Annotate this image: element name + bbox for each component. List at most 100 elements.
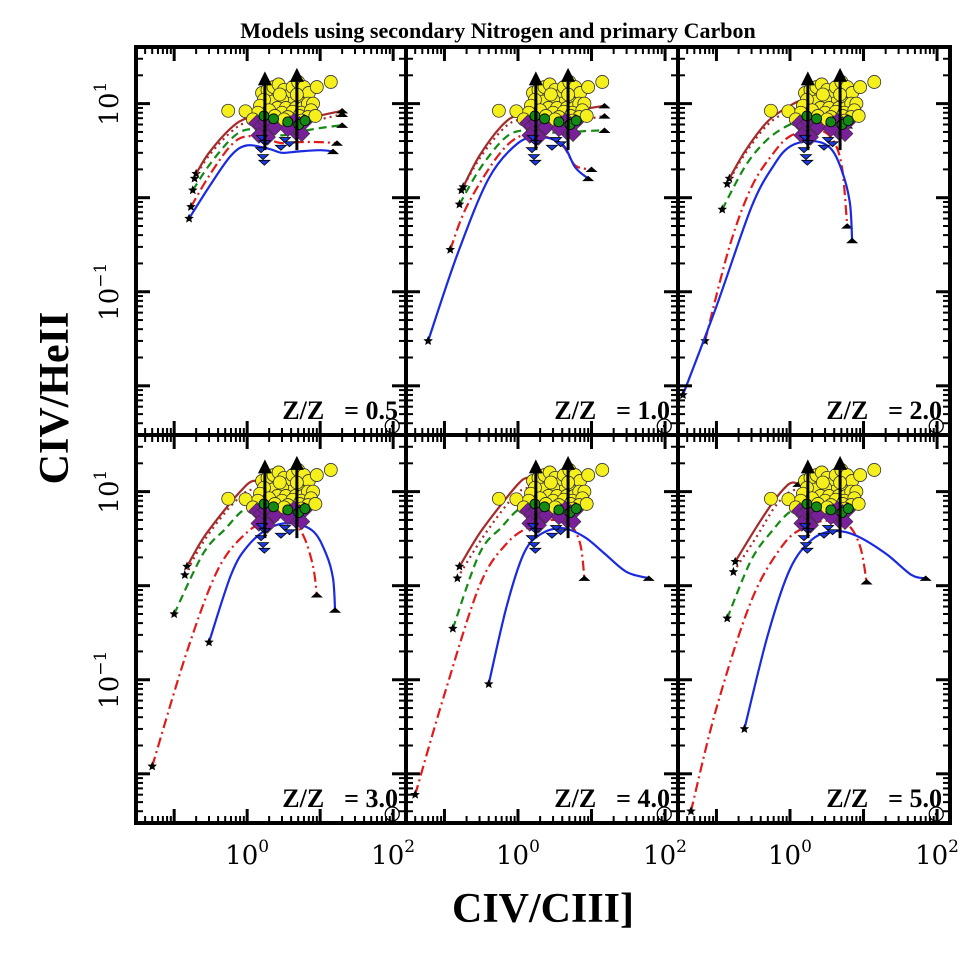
series-blue-end-triangle [919,575,932,581]
panel-frame [676,433,952,825]
series-green-start-star [169,609,179,619]
obs-yellow-circle [309,468,324,482]
panel-label-value: = 1.0 [616,396,670,425]
obs-arrow-head [257,71,272,86]
obs-blue-triangle [274,144,288,151]
y-tick-base: 10 [95,480,125,513]
series-brown-dot-start-star [728,566,739,576]
obs-yellow-circle [581,80,596,94]
y-tick-label: 101 [91,82,125,126]
obs-blue-triangle [800,547,814,554]
obs-green-circle [299,115,311,127]
series-brown-end-triangle [598,102,611,109]
obs-yellow-circle [853,80,868,94]
obs-yellow-circle [272,87,287,102]
series-blue-end-triangle [846,237,859,244]
x-tick-label: 102 [643,837,687,871]
obs-green-circle [268,113,279,125]
series-green-end-triangle [598,127,611,133]
panel-label: Z/Z = 0.5 [282,396,398,425]
x-tick-exp: 0 [801,837,812,857]
series-red-start-star [686,806,696,816]
obs-blue-triangle [278,525,292,532]
series-red-line [449,133,592,251]
panel-label-value: = 3.0 [344,784,398,813]
obs-blue-triangle [821,137,835,144]
obs-yellow-circle [867,463,882,477]
series-brown-dot-end-triangle [336,111,349,117]
obs-blue-triangle [799,154,813,161]
series-blue-start-star [484,679,494,689]
obs-yellow-circle [221,491,236,506]
obs-blue-triangle [817,532,831,539]
series-brown-dot-start-star [189,173,200,183]
series-brown-line [734,481,799,563]
obs-yellow-circle [581,468,596,482]
series-green-end-triangle [336,122,349,128]
panel-label: Z/Z = 2.0 [826,396,942,425]
obs-yellow-circle [595,75,610,89]
series-green-start-star [448,623,458,633]
panel-label-prefix: Z/Z [554,784,596,813]
panel-label-prefix: Z/Z [282,396,324,425]
x-tick-exp: 2 [676,837,687,857]
series-brown-dot-start-star [722,178,732,188]
series-blue-line [207,522,337,643]
obs-blue-triangle [527,154,541,161]
series-red-line [151,518,318,767]
obs-blue-triangle [282,529,297,536]
series-brown-dot-line [726,105,848,185]
y-tick-label: 10−1 [91,651,125,709]
series-green-start-star [722,613,732,623]
obs-arrow-head [800,459,815,474]
panel-plot-area [147,455,342,771]
obs-green-circle [825,116,837,128]
y-tick-exp: −1 [91,651,111,676]
obs-green-circle [825,504,837,516]
y-tick-label: 10−1 [91,263,125,321]
series-brown-dot-end-triangle [598,113,611,119]
series-green-line [451,503,548,629]
obs-arrow-head [561,67,576,82]
obs-green-circle [282,116,294,128]
y-tick-base: 10 [95,288,125,321]
series-blue-end-triangle [326,148,340,155]
panel-plot-area [686,455,932,816]
obs-arrow-head [833,67,848,82]
series-blue-line [427,135,589,342]
obs-arrow-head [257,459,272,474]
obs-yellow-circle [815,87,830,102]
obs-green-circle [553,116,565,128]
x-tick-base: 10 [768,841,801,871]
series-brown-start-star [730,556,740,566]
obs-blue-triangle [549,525,563,532]
obs-yellow-circle [851,497,866,511]
series-red-end-triangle [330,140,344,146]
obs-yellow-circle [323,75,338,89]
panel-plot-area [678,67,882,399]
series-red-start-star [186,201,196,211]
panel-plot-area [423,67,611,345]
obs-yellow-circle [595,463,610,477]
obs-yellow-circle [323,463,338,477]
obs-green-circle [282,504,294,516]
x-tick-base: 10 [643,841,676,871]
obs-green-circle [811,113,822,125]
panel-label-value: = 5.0 [888,784,942,813]
chart-title: Models using secondary Nitrogen and prim… [240,18,755,43]
panel-3: Z/Z = 2.0 [676,45,952,437]
series-red-end-triangle [841,223,854,229]
panel-label: Z/Z = 4.0 [554,784,670,813]
x-tick-label: 100 [496,837,540,871]
series-blue-start-star [739,723,750,733]
obs-yellow-circle [867,75,882,89]
series-red-end-triangle [310,592,323,598]
obs-yellow-circle [763,491,778,506]
y-tick-exp: 1 [91,82,111,93]
obs-blue-triangle [256,154,270,161]
x-tick-exp: 2 [948,837,959,857]
obs-blue-triangle [554,141,568,148]
obs-yellow-circle [579,109,594,123]
panel-label-prefix: Z/Z [826,784,868,813]
